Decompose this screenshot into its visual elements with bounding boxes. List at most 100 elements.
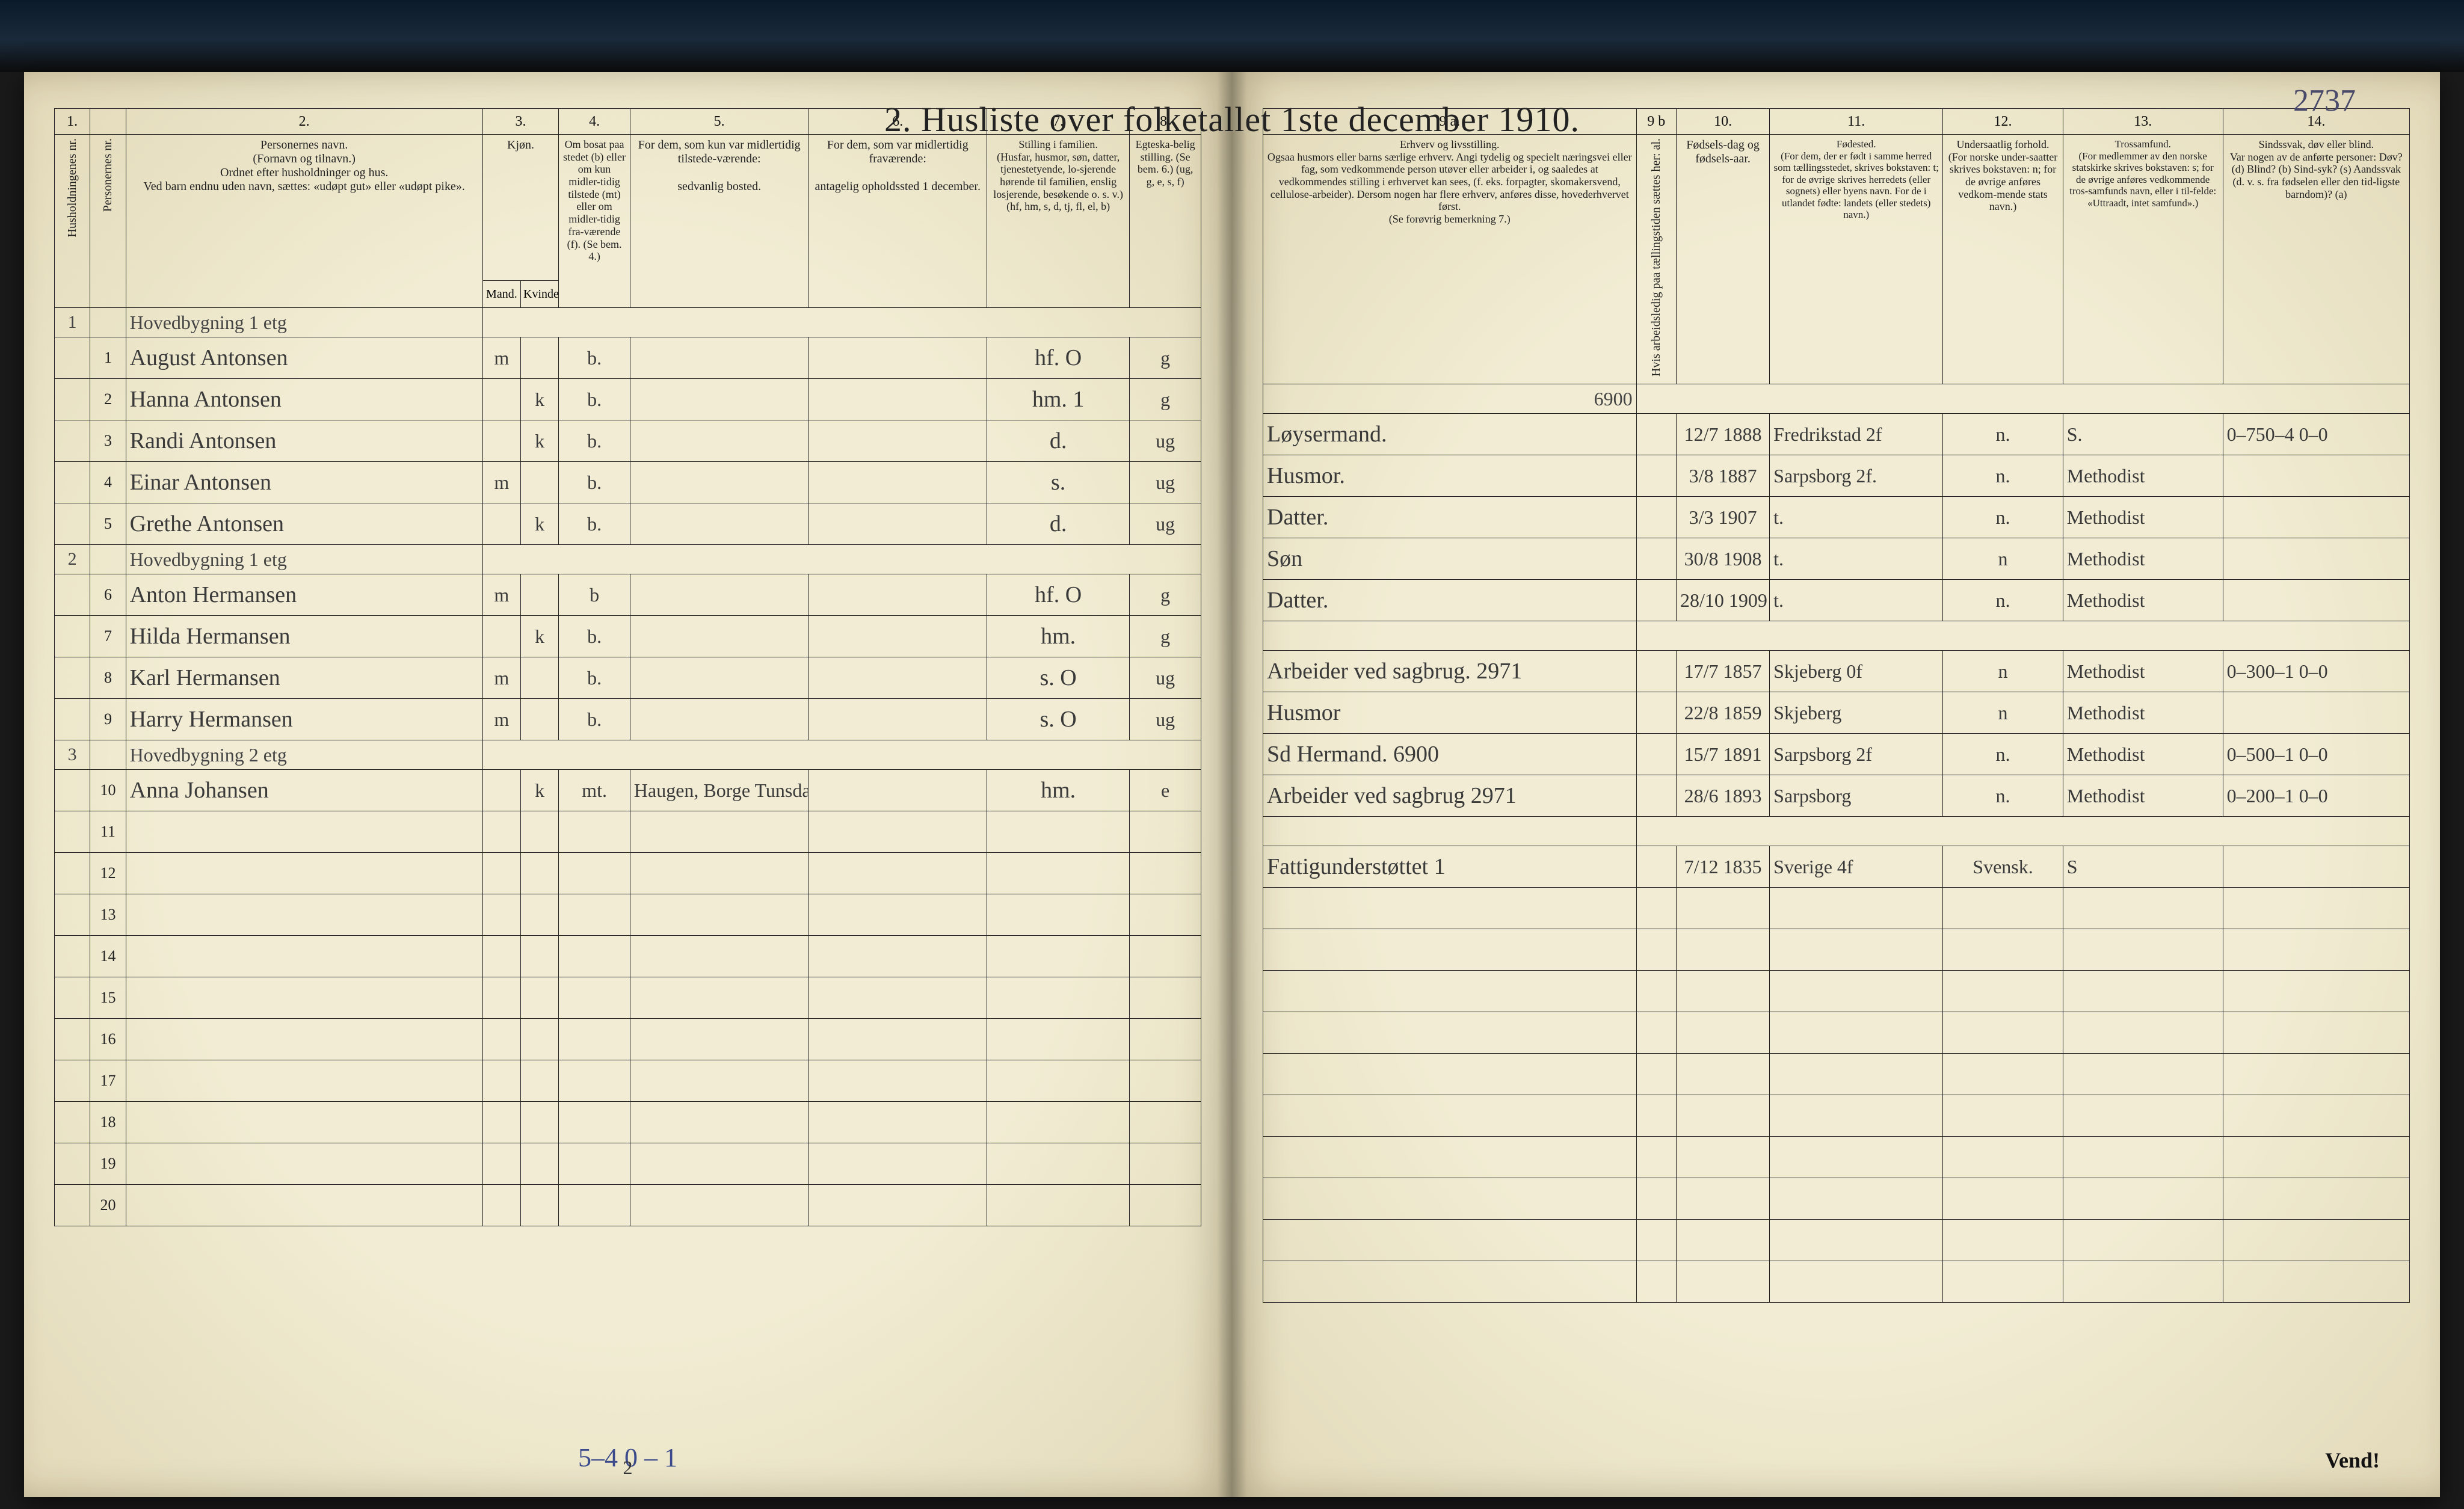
nationality: n. (1943, 734, 2063, 775)
page-root: 1. 2. 3. 4. 5. 6. 7. 8. Husholdningenes … (0, 0, 2464, 1509)
nationality: Svensk. (1943, 846, 2063, 888)
marital-status: ug (1130, 699, 1201, 740)
empty (482, 894, 520, 936)
empty (1677, 1137, 1770, 1178)
empty (1677, 1261, 1770, 1303)
temp-present (630, 699, 808, 740)
family-position: hf. O (987, 574, 1130, 616)
occupation: Husmor (1263, 692, 1637, 734)
empty (630, 853, 808, 894)
empty (1636, 1054, 1676, 1095)
empty (1636, 384, 2409, 414)
sex-female: k (521, 616, 559, 657)
empty (1943, 1178, 2063, 1220)
empty (2063, 1178, 2223, 1220)
empty (987, 853, 1130, 894)
empty (1770, 1178, 1943, 1220)
person-num: 4 (90, 462, 126, 503)
disability-col (2223, 846, 2409, 888)
empty (808, 1060, 987, 1102)
birth-place: t. (1770, 538, 1943, 580)
temp-present (630, 379, 808, 420)
person-num: 11 (90, 811, 126, 853)
empty (2223, 1220, 2409, 1261)
table-row-blank: 16 (55, 1019, 1201, 1060)
empty (630, 936, 808, 977)
household-cell (55, 462, 90, 503)
empty (90, 545, 126, 574)
disability-col (2223, 455, 2409, 497)
occupation: Løysermand. (1263, 414, 1637, 455)
empty (808, 894, 987, 936)
occupation: Arbeider ved sagbrug 2971 (1263, 775, 1637, 817)
empty (482, 308, 1201, 337)
empty (1636, 1178, 1676, 1220)
empty (987, 1143, 1130, 1185)
household-num: 1 (55, 308, 90, 337)
empty (2063, 1095, 2223, 1137)
temp-present (630, 657, 808, 699)
family-position: d. (987, 420, 1130, 462)
empty (126, 1185, 482, 1226)
empty (559, 1060, 630, 1102)
colnum: 6. (808, 109, 987, 135)
empty (808, 1185, 987, 1226)
table-row-blank: 13 (55, 894, 1201, 936)
bosat-status: b. (559, 503, 630, 545)
empty (987, 811, 1130, 853)
bosat-status: b (559, 574, 630, 616)
religion: Methodist (2063, 775, 2223, 817)
person-num: 12 (90, 853, 126, 894)
empty (521, 1019, 559, 1060)
bosat-status: b. (559, 616, 630, 657)
nationality: n. (1943, 775, 2063, 817)
colnum: 9 b (1636, 109, 1676, 135)
sex-male (482, 770, 520, 811)
empty (1636, 1012, 1676, 1054)
disability-col (2223, 692, 2409, 734)
unemployed (1636, 497, 1676, 538)
empty (521, 811, 559, 853)
family-position: s. (987, 462, 1130, 503)
empty (521, 853, 559, 894)
person-num: 7 (90, 616, 126, 657)
empty (1943, 929, 2063, 971)
empty (90, 740, 126, 770)
empty (1130, 853, 1201, 894)
temp-absent (808, 337, 987, 379)
empty (521, 977, 559, 1019)
empty (55, 1143, 90, 1185)
sex-male (482, 420, 520, 462)
empty (1770, 1261, 1943, 1303)
empty (630, 894, 808, 936)
empty (1636, 929, 1676, 971)
temp-absent (808, 503, 987, 545)
empty (1770, 929, 1943, 971)
colnum: 11. (1770, 109, 1943, 135)
sex-female (521, 574, 559, 616)
empty (808, 1019, 987, 1060)
empty (559, 894, 630, 936)
empty (1943, 1012, 2063, 1054)
birth-place: Sarpsborg 2f (1770, 734, 1943, 775)
empty (559, 811, 630, 853)
colnum (90, 109, 126, 135)
empty (1263, 929, 1637, 971)
temp-present: Haugen, Borge Tunsdalen (630, 770, 808, 811)
building-note-row: 6900 (1263, 384, 2410, 414)
table-row-blank (1263, 1012, 2410, 1054)
empty (1943, 888, 2063, 929)
person-name: Hanna Antonsen (126, 379, 482, 420)
empty (126, 894, 482, 936)
hdr-arbeidsledig: Hvis arbeidsledig paa tællingstiden sætt… (1636, 135, 1676, 384)
empty (630, 811, 808, 853)
table-row-blank: 15 (55, 977, 1201, 1019)
empty (559, 1019, 630, 1060)
empty (987, 977, 1130, 1019)
religion: Methodist (2063, 734, 2223, 775)
book-spread: 1. 2. 3. 4. 5. 6. 7. 8. Husholdningenes … (24, 72, 2440, 1497)
temp-absent (808, 699, 987, 740)
household-cell (55, 337, 90, 379)
empty (126, 1143, 482, 1185)
empty (482, 1019, 520, 1060)
